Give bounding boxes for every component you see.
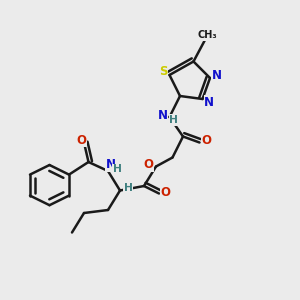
Text: O: O: [160, 185, 171, 199]
Text: H: H: [112, 164, 122, 175]
Text: O: O: [201, 134, 211, 148]
Text: H: H: [169, 115, 178, 125]
Text: O: O: [143, 158, 154, 172]
Text: N: N: [158, 109, 168, 122]
Text: N: N: [204, 95, 214, 109]
Text: N: N: [212, 69, 222, 82]
Text: H: H: [124, 183, 133, 193]
Text: CH₃: CH₃: [197, 30, 217, 40]
Text: S: S: [159, 65, 167, 79]
Text: N: N: [106, 158, 116, 172]
Text: O: O: [76, 134, 86, 147]
